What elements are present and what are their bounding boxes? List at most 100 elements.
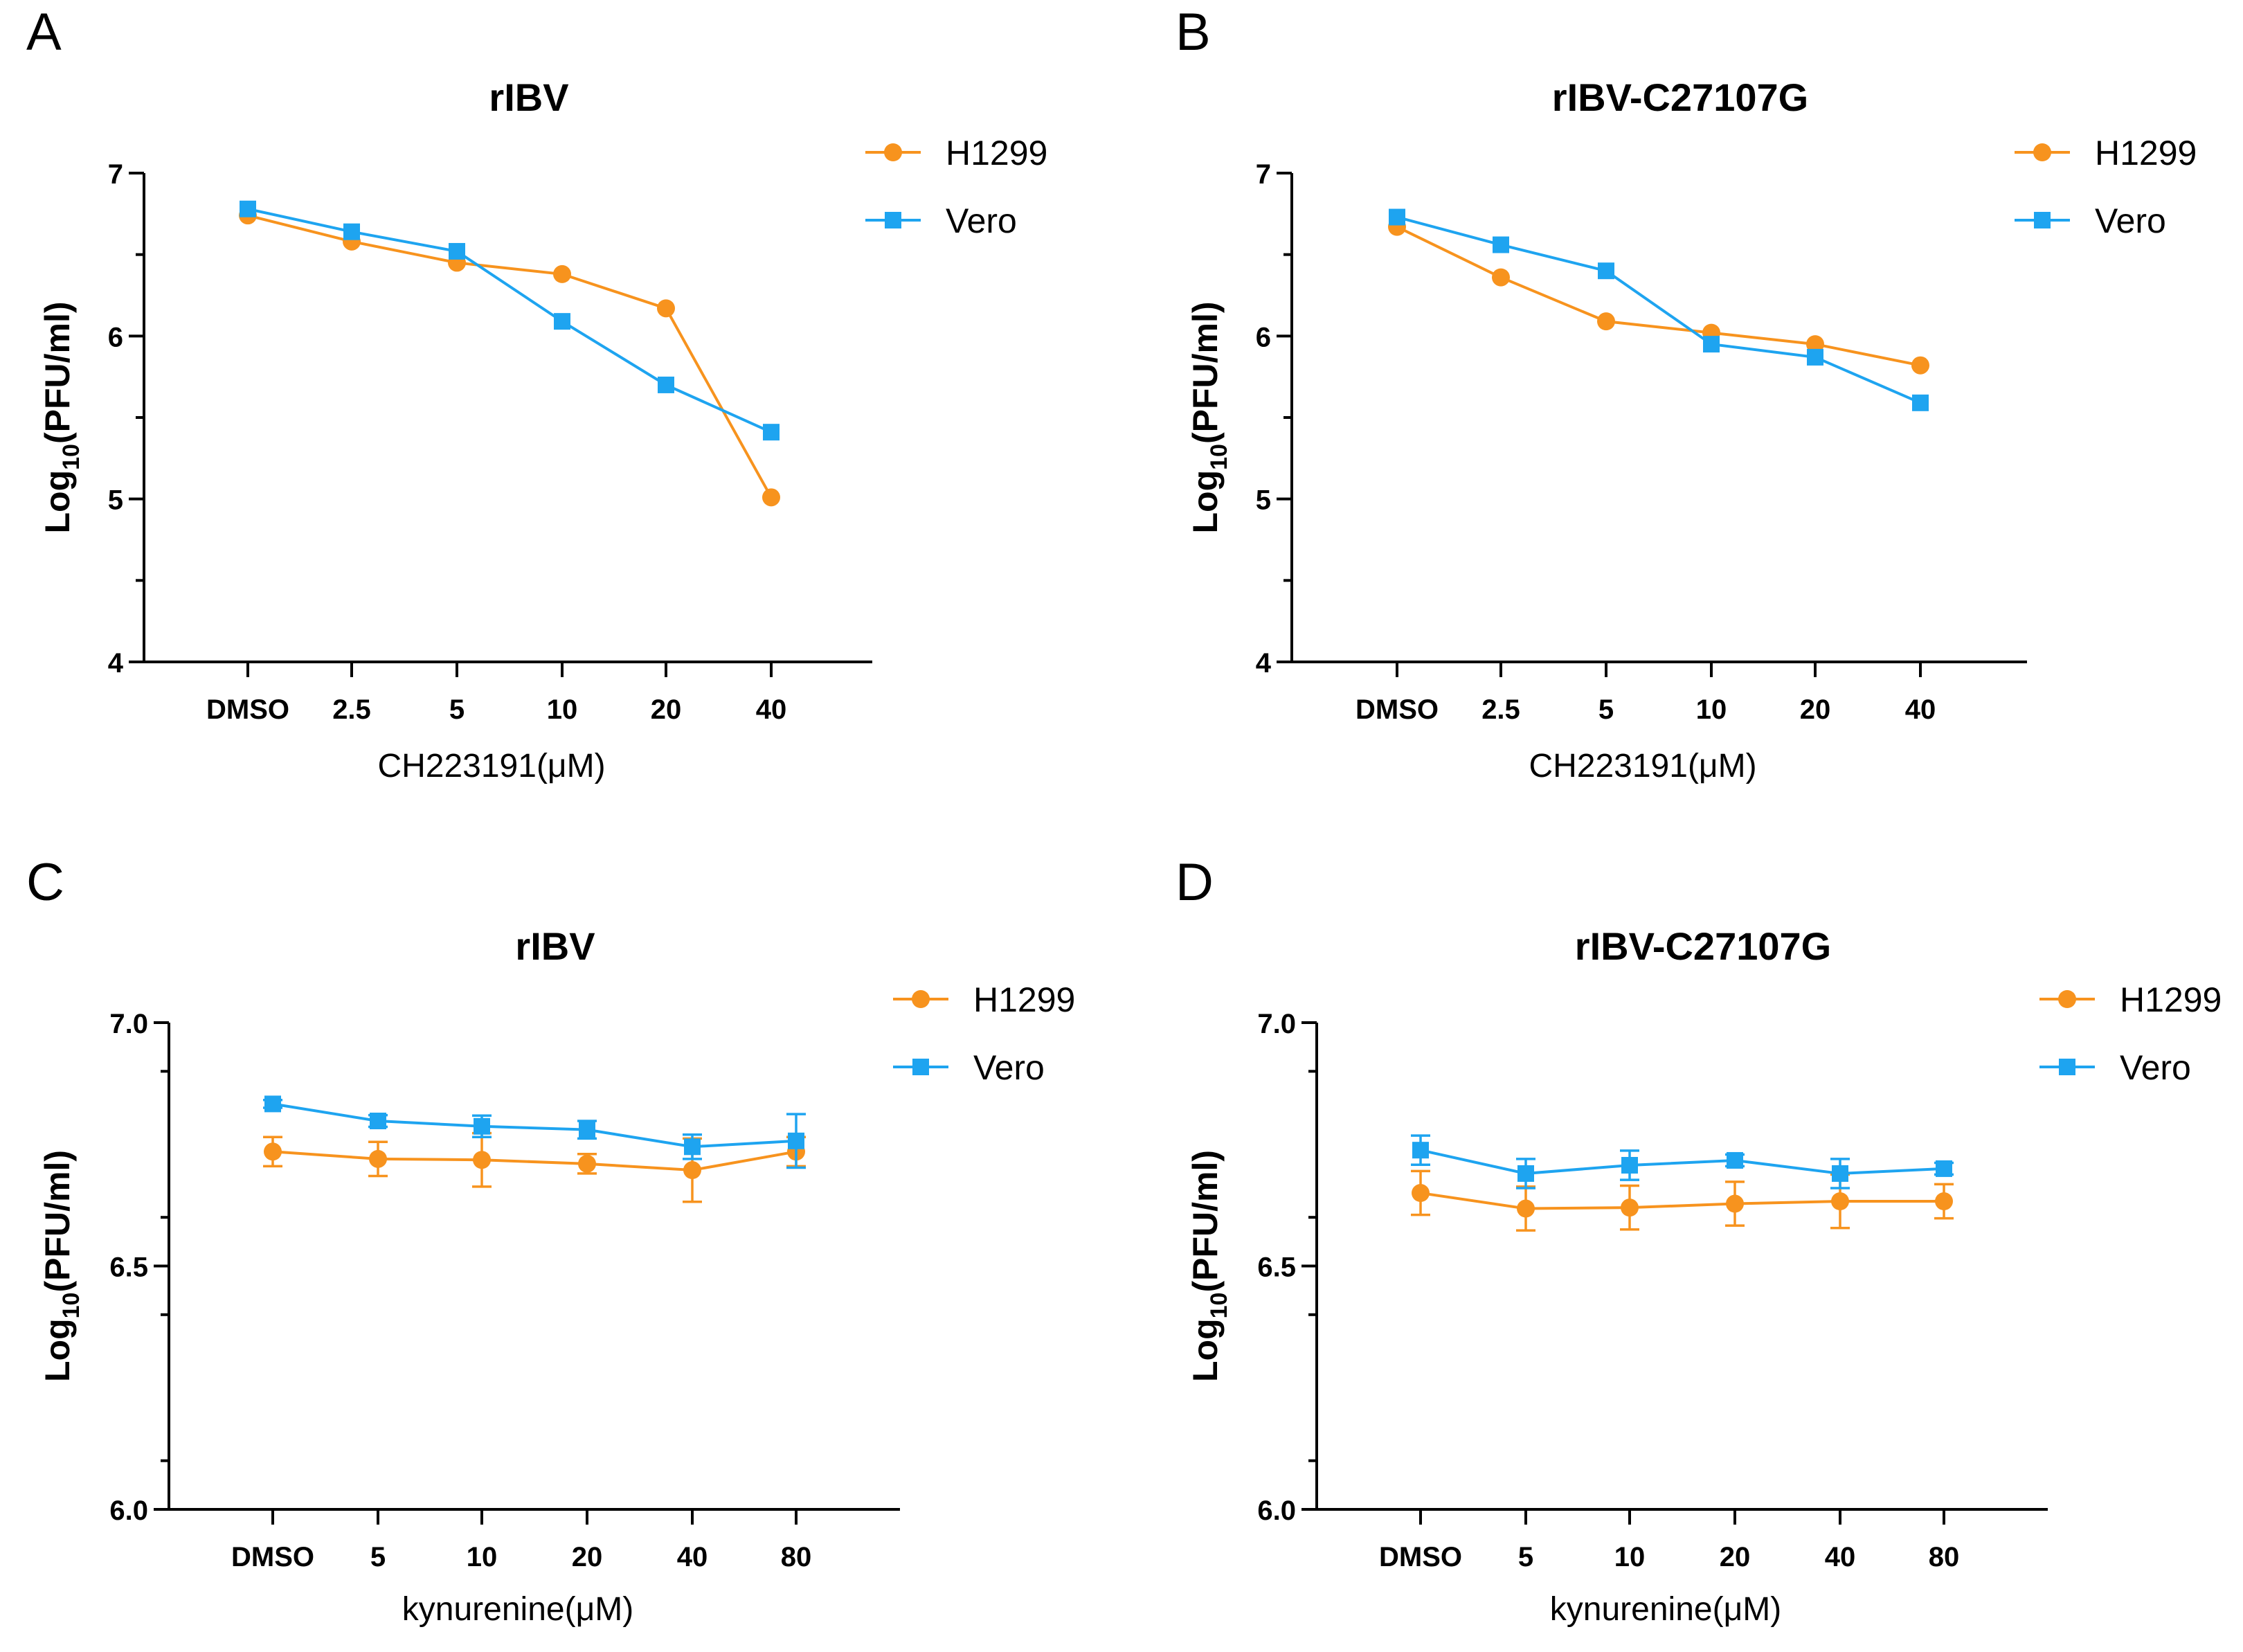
series-line <box>1396 225 1921 367</box>
x-tick-label: 5 <box>1518 1542 1533 1572</box>
legend-swatch-marker <box>912 1059 929 1075</box>
x-tick-label: 20 <box>1720 1542 1751 1572</box>
series-h1299 <box>1388 217 1929 375</box>
data-point <box>1726 1194 1744 1213</box>
y-tick-label: 4 <box>108 648 124 679</box>
series-line <box>247 207 772 434</box>
x-axis-label: kynurenine(μM) <box>1550 1591 1781 1628</box>
series-line <box>1420 1149 1945 1175</box>
y-axis-label-main: Log <box>1186 470 1225 534</box>
data-point <box>1597 312 1615 331</box>
data-point <box>1727 1151 1743 1169</box>
x-tick-label: 40 <box>1825 1542 1856 1572</box>
data-point <box>658 376 674 393</box>
series-h1299 <box>239 206 780 507</box>
data-point <box>343 223 360 240</box>
y-tick-label: 6.0 <box>1257 1496 1296 1526</box>
y-tick-label: 5 <box>1256 485 1271 516</box>
series-line <box>1396 215 1921 404</box>
data-point <box>474 1117 490 1135</box>
data-point <box>1517 1199 1535 1218</box>
chart-title: rIBV-C27107G <box>1552 75 1808 119</box>
x-tick-label: 2.5 <box>1481 694 1520 725</box>
x-tick-label: 10 <box>467 1542 498 1572</box>
data-point <box>578 1154 596 1173</box>
data-point <box>1936 1160 1952 1177</box>
data-point <box>1621 1198 1639 1217</box>
data-point <box>1492 268 1510 287</box>
data-point <box>684 1138 701 1156</box>
x-tick-label: 5 <box>1598 694 1614 725</box>
x-tick-label: DMSO <box>206 694 289 725</box>
y-axis-label-sub: 10 <box>58 444 84 470</box>
data-point <box>1831 1192 1849 1211</box>
panel-letter: D <box>1175 853 1214 912</box>
x-tick-label: 5 <box>449 694 465 725</box>
y-tick-label: 7.0 <box>109 1009 148 1039</box>
y-tick-label: 7.0 <box>1257 1009 1296 1039</box>
data-point <box>683 1161 701 1180</box>
legend-swatch-marker <box>2033 143 2051 161</box>
data-point <box>1703 336 1720 353</box>
y-tick-label: 7 <box>1256 159 1271 190</box>
y-axis-label-end: (PFU/ml) <box>1186 1150 1225 1293</box>
x-tick-label: 40 <box>1905 694 1936 725</box>
y-axis-label-sub: 10 <box>1206 1293 1232 1319</box>
data-point <box>1598 262 1614 280</box>
data-point <box>240 200 256 217</box>
data-point <box>788 1132 804 1149</box>
y-axis-label: Log10(PFU/ml) <box>1186 301 1232 533</box>
y-axis-label-end: (PFU/ml) <box>38 1150 77 1293</box>
legend-swatch-marker <box>884 143 902 161</box>
legend-label: H1299 <box>2095 134 2197 172</box>
panel-letter: C <box>26 853 64 912</box>
data-point <box>657 299 675 318</box>
x-tick-label: DMSO <box>231 1542 314 1572</box>
y-axis-label-main: Log <box>38 1318 77 1382</box>
y-tick-label: 7 <box>108 159 123 190</box>
data-point <box>370 1113 386 1130</box>
legend-swatch-marker <box>912 990 930 1008</box>
chart-title: rIBV <box>515 924 595 968</box>
data-point <box>449 242 465 260</box>
series-vero <box>240 200 780 441</box>
x-tick-label: 10 <box>1614 1542 1646 1572</box>
data-point <box>1412 1184 1430 1203</box>
x-axis-label: kynurenine(μM) <box>402 1591 633 1628</box>
legend-label: Vero <box>2120 1048 2191 1087</box>
legend-label: Vero <box>2095 201 2166 240</box>
x-tick-label: 40 <box>677 1542 708 1572</box>
data-point <box>1911 356 1929 375</box>
x-tick-label: 20 <box>572 1542 603 1572</box>
y-axis-label-end: (PFU/ml) <box>1186 301 1225 444</box>
data-point <box>553 264 571 283</box>
chart-title: rIBV <box>489 75 568 119</box>
data-point <box>369 1149 387 1168</box>
legend-swatch-marker <box>885 212 901 228</box>
x-tick-label: 10 <box>547 694 578 725</box>
x-tick-label: DMSO <box>1379 1542 1462 1572</box>
x-tick-label: 20 <box>651 694 682 725</box>
legend-swatch-marker <box>2034 212 2051 228</box>
data-point <box>1832 1165 1848 1182</box>
legend-label: H1299 <box>973 980 1075 1019</box>
data-point <box>1806 335 1824 354</box>
y-axis-label: Log10(PFU/ml) <box>1186 1150 1232 1382</box>
data-point <box>264 1095 281 1113</box>
series-h1299 <box>1411 1169 1954 1232</box>
y-axis-label: Log10(PFU/ml) <box>38 1150 84 1382</box>
series-line <box>247 214 773 499</box>
y-tick-label: 6 <box>108 322 123 352</box>
chart-title: rIBV-C27107G <box>1575 924 1831 968</box>
y-tick-label: 5 <box>108 485 123 516</box>
y-axis-label-sub: 10 <box>58 1293 84 1319</box>
data-point <box>1517 1165 1534 1182</box>
y-tick-label: 6 <box>1256 322 1271 352</box>
y-tick-label: 6.5 <box>1257 1253 1296 1283</box>
y-tick-label: 6.0 <box>109 1496 148 1526</box>
